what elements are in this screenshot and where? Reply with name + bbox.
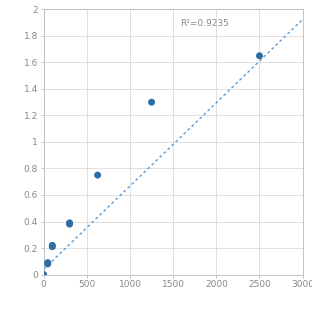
Point <box>257 53 262 58</box>
Point <box>45 260 50 265</box>
Point <box>67 220 72 225</box>
Point <box>50 243 55 248</box>
Point <box>50 244 55 249</box>
Point <box>41 272 46 277</box>
Text: R²=0.9235: R²=0.9235 <box>180 19 229 28</box>
Point <box>67 222 72 227</box>
Point <box>45 261 50 266</box>
Point <box>149 100 154 105</box>
Point <box>95 173 100 178</box>
